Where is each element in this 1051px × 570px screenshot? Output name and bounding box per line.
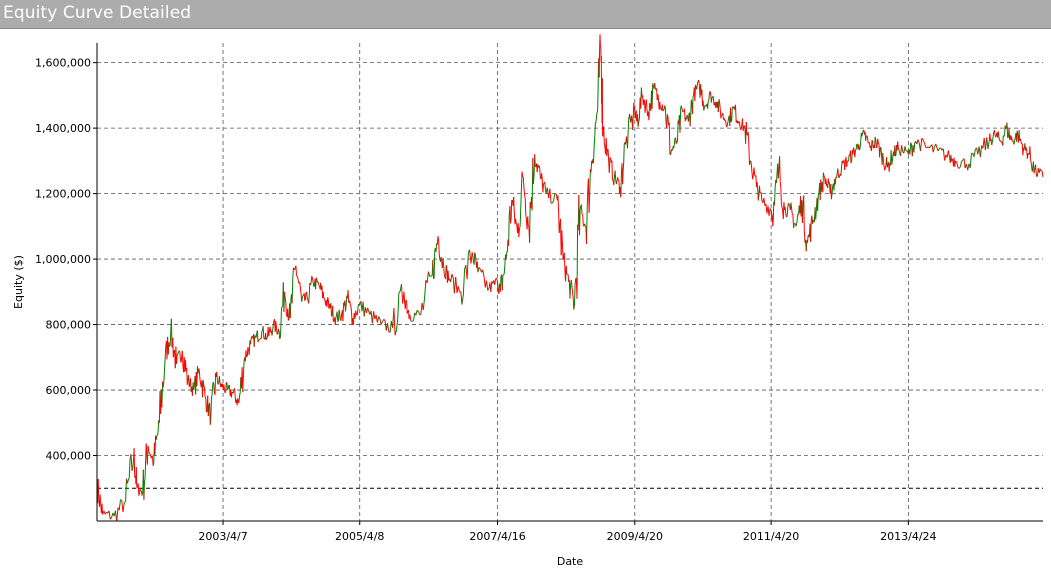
y-tick-label: 400,000 [46,450,92,463]
x-tick-label: 2011/4/20 [743,530,799,543]
y-tick-label: 1,400,000 [35,122,91,135]
window-title: Equity Curve Detailed [3,3,192,23]
y-tick-label: 800,000 [46,319,92,332]
x-tick-label: 2009/4/20 [607,530,663,543]
y-axis-title: Equity ($) [12,255,25,309]
x-tick-label: 2013/4/24 [880,530,936,543]
x-tick-label: 2007/4/16 [469,530,525,543]
axes [93,43,1043,525]
equity-line-up-segments [97,34,1041,522]
x-tick-labels: 2003/4/7 2005/4/8 2007/4/16 2009/4/20 2011/4… [198,530,936,543]
equity-series [96,34,1044,522]
title-bar: Equity Curve Detailed [0,0,1051,29]
y-tick-labels: 400,000 600,000 800,000 1,000,000 1,200,000 1… [35,57,91,463]
x-axis-title: Date [557,555,584,568]
equity-line-down-segments [96,34,1044,522]
y-tick-label: 1,000,000 [35,253,91,266]
x-tick-label: 2005/4/8 [335,530,384,543]
y-tick-label: 1,600,000 [35,57,91,70]
y-tick-label: 1,200,000 [35,188,91,201]
equity-chart: 400,000 600,000 800,000 1,000,000 1,200,000 1… [12,34,1044,568]
grid-lines [97,43,1043,521]
y-tick-label: 600,000 [46,384,92,397]
x-tick-label: 2003/4/7 [198,530,247,543]
